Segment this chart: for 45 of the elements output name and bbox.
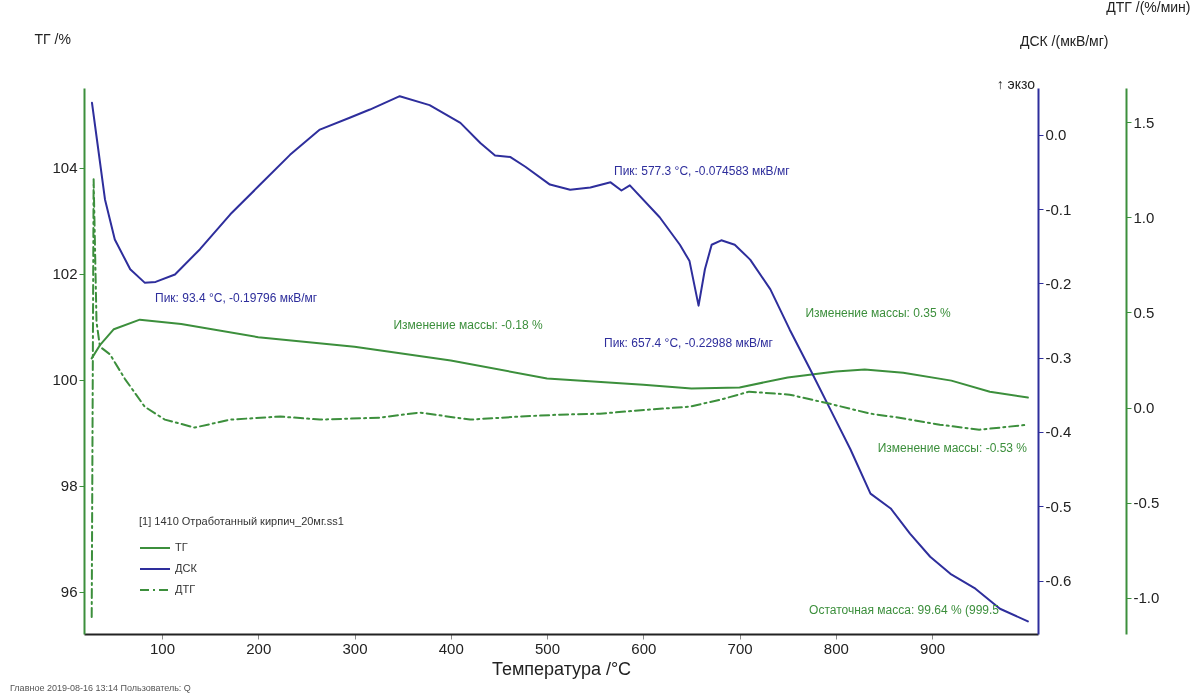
y3-tick-label: 0.0 <box>1133 399 1155 417</box>
annotation: ↑ экзо <box>996 76 1036 92</box>
y3-tick-label: -0.5 <box>1133 494 1160 512</box>
line-series <box>90 95 1029 623</box>
y2-axis-title: ДСК /(мкВ/мг) <box>1019 32 1109 49</box>
annotation: Пик: 577.3 °C, -0.074583 мкВ/мг <box>614 164 791 178</box>
x-tick-label: 200 <box>246 639 272 657</box>
x-tick-label: 500 <box>535 639 561 657</box>
y-tick-label: 100 <box>52 371 78 389</box>
x-axis-title: Температура /°C <box>491 658 632 679</box>
x-tick-label: 300 <box>342 639 368 657</box>
y2-tick-label: -0.4 <box>1045 423 1072 441</box>
x-tick-label: 800 <box>823 639 849 657</box>
y2-tick-label: 0.0 <box>1045 126 1067 144</box>
y3-tick-label: -1.0 <box>1133 589 1160 607</box>
text: Главное 2019-08-16 13:14 Пользователь: Q <box>10 683 191 693</box>
y3-tick-label: 0.5 <box>1133 303 1155 321</box>
x-tick-label: 600 <box>631 639 657 657</box>
y2-tick-label: -0.3 <box>1045 349 1072 367</box>
y2-tick-label: -0.6 <box>1045 572 1072 590</box>
y3-axis-title: ДТГ /(%/мин) <box>1106 0 1191 15</box>
y2-tick-label: -0.1 <box>1045 200 1072 218</box>
annotation: Изменение массы: -0.53 % <box>877 441 1028 455</box>
annotation: Изменение массы: 0.35 % <box>805 306 951 320</box>
legend-label: ДТГ <box>175 583 196 595</box>
annotation: Пик: 657.4 °C, -0.22988 мкВ/мг <box>604 336 774 350</box>
annotation: Изменение массы: -0.18 % <box>393 318 543 332</box>
x-tick-label: 900 <box>920 639 946 657</box>
y3-tick-label: 1.5 <box>1133 113 1155 131</box>
x-tick-label: 100 <box>149 639 175 657</box>
y2-tick-label: -0.2 <box>1045 274 1072 292</box>
annotation: Остаточная масса: 99.64 % (999.5 <box>809 603 1000 617</box>
y-tick-label: 102 <box>52 265 78 283</box>
y-tick-label: 104 <box>52 159 78 177</box>
y3-tick-label: 1.0 <box>1133 208 1155 226</box>
legend-label: ТГ <box>175 541 188 553</box>
y-tick-label: 96 <box>60 583 78 601</box>
legend-label: ДСК <box>175 562 198 574</box>
legend-title: [1] 1410 Отработанный кирпич_20мг.ss1 <box>139 515 344 527</box>
x-tick-label: 700 <box>727 639 753 657</box>
y-tick-label: 98 <box>60 477 78 495</box>
annotation: Пик: 93.4 °C, -0.19796 мкВ/мг <box>155 291 318 305</box>
y-axis-title: ТГ /% <box>34 30 71 47</box>
y2-tick-label: -0.5 <box>1045 497 1072 515</box>
x-tick-label: 400 <box>438 639 464 657</box>
